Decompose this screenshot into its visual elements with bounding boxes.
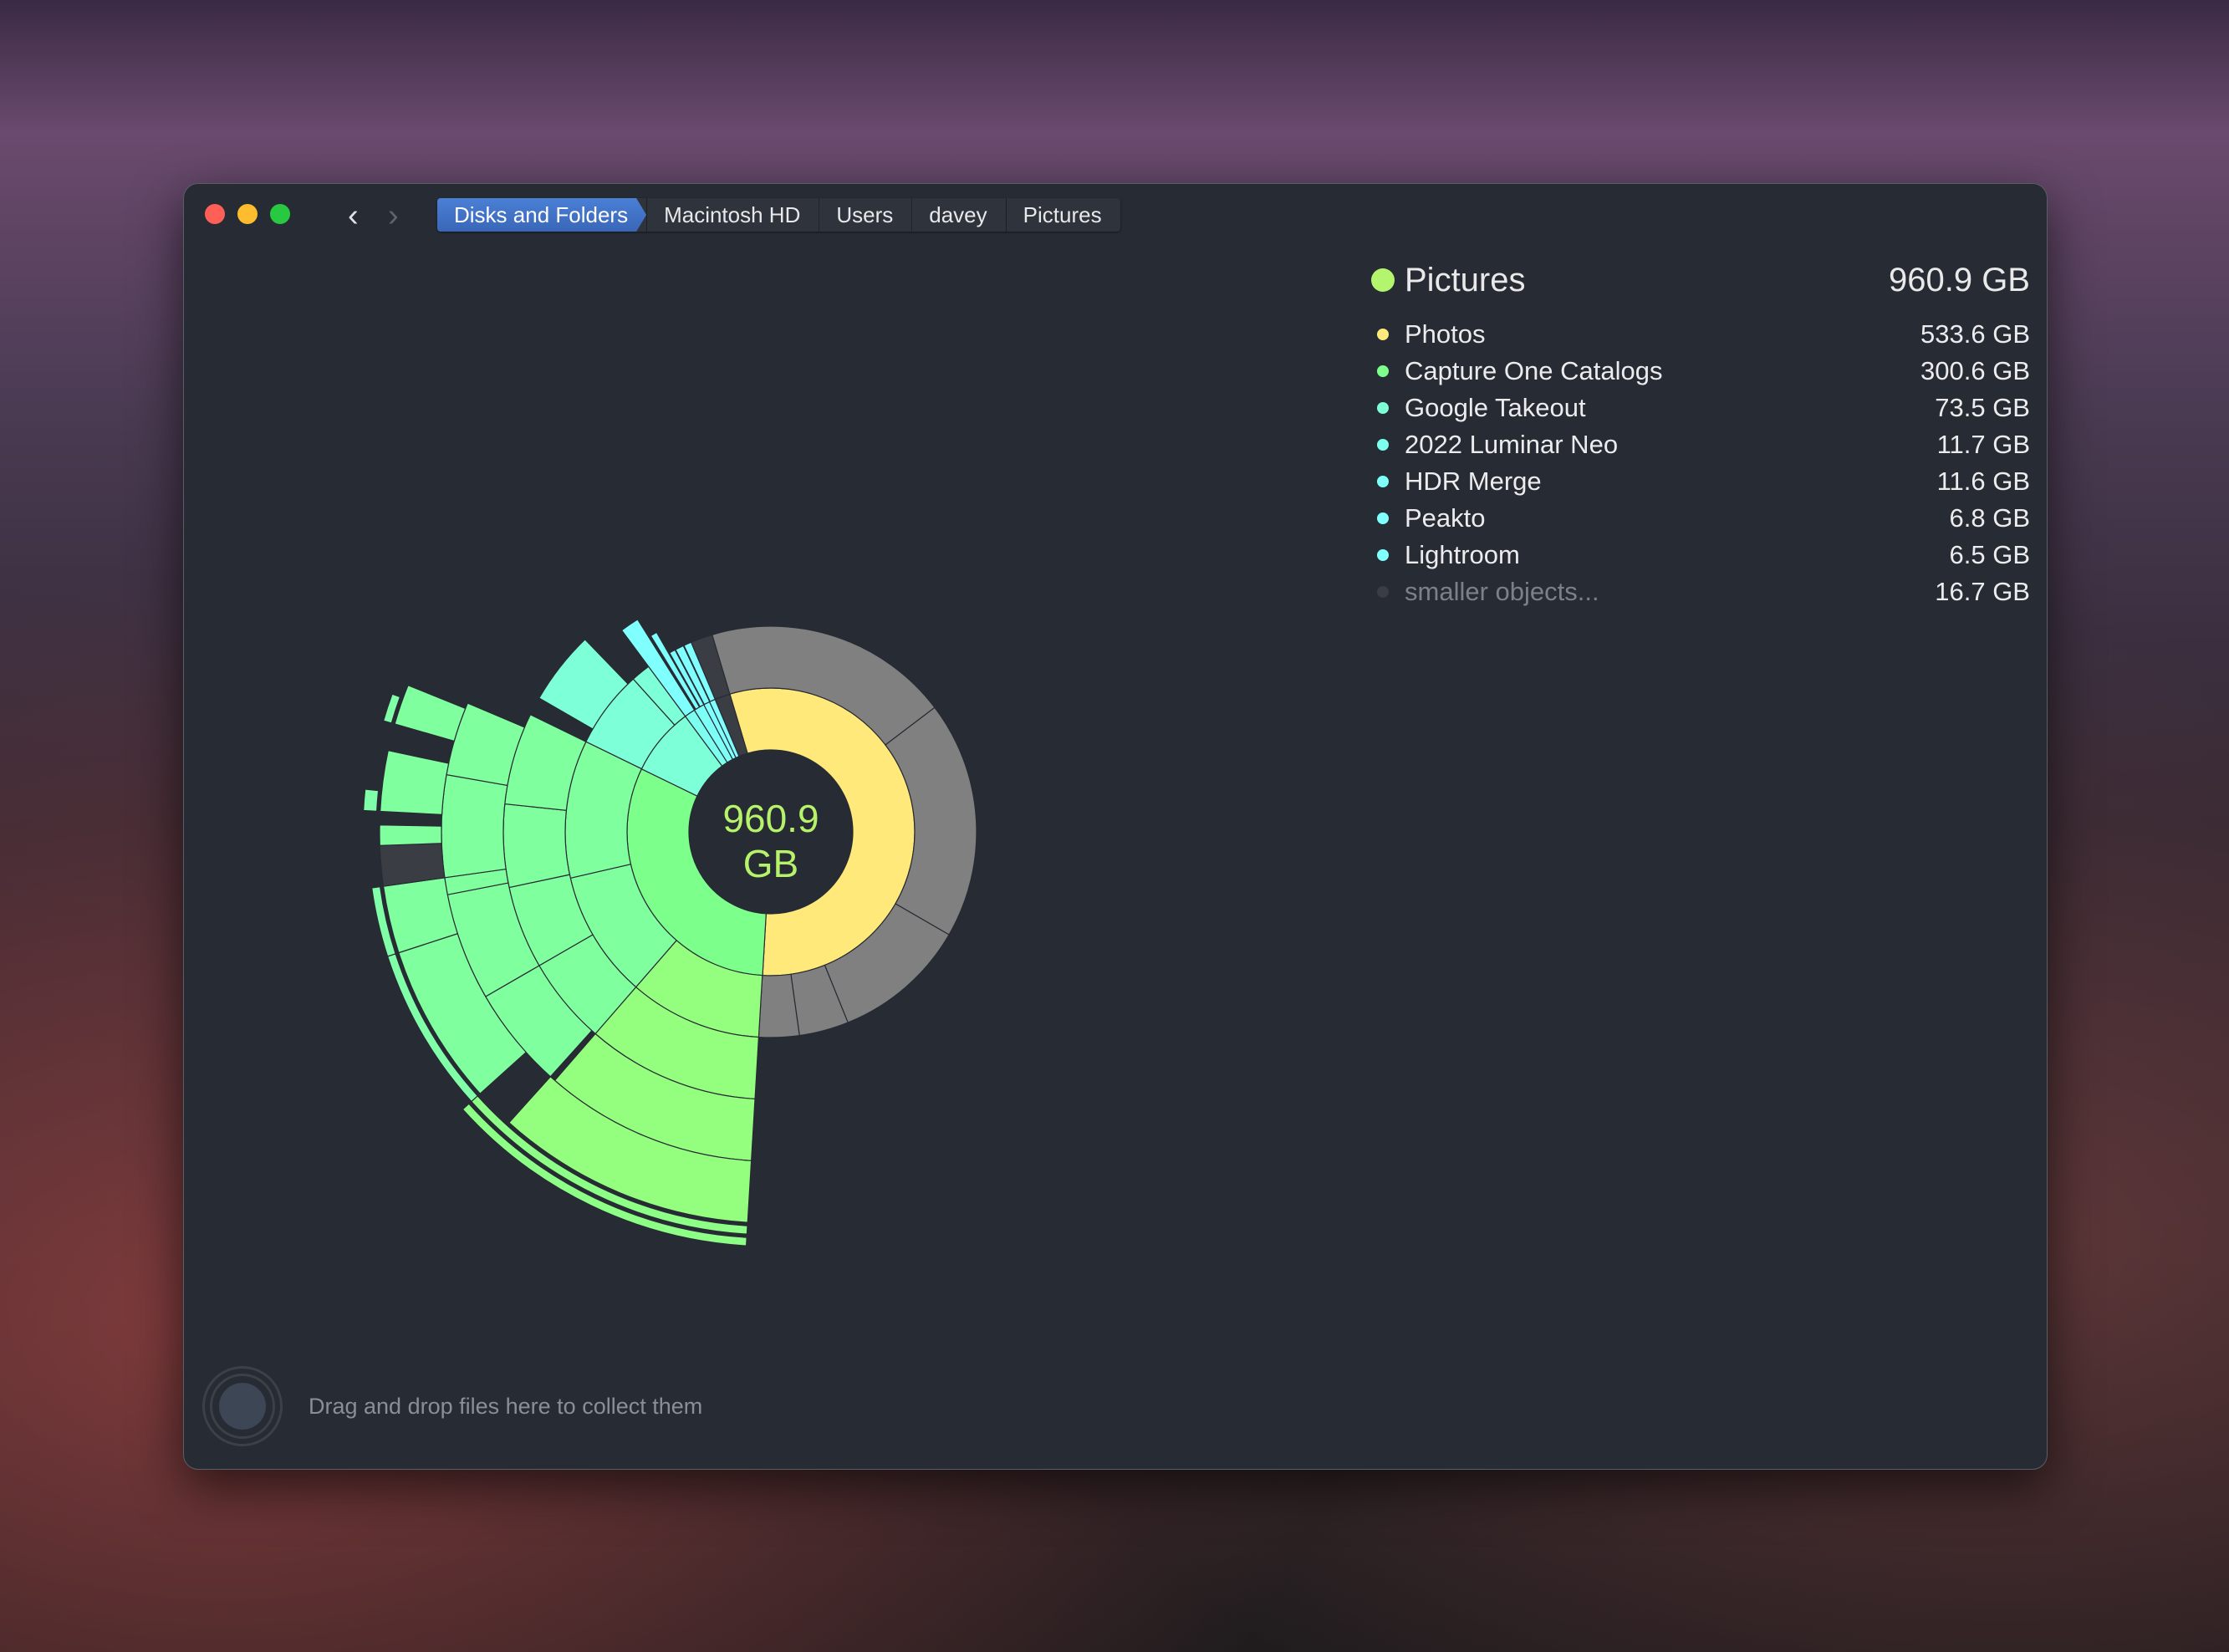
legend-item-size: 6.5 GB: [1949, 540, 2031, 569]
legend-item-name: HDR Merge: [1405, 467, 1542, 496]
legend-item-size: 73.5 GB: [1935, 393, 2030, 422]
sunburst-subfolder-arc[interactable]: [462, 1103, 747, 1247]
traffic-lights: [205, 204, 290, 224]
breadcrumb-davey[interactable]: davey: [911, 198, 1005, 232]
drop-hint: Drag and drop files here to collect them: [309, 1393, 703, 1419]
legend-item-name: Lightroom: [1405, 540, 1520, 569]
sunburst-subfolder-arc[interactable]: [382, 693, 401, 724]
legend-item[interactable]: 2022 Luminar Neo 11.7 GB: [1371, 426, 2030, 463]
legend-panel: Pictures 960.9 GB Photos 533.6 GB Capture …: [1371, 251, 2030, 610]
legend-item-name: 2022 Luminar Neo: [1405, 430, 1619, 459]
legend-item-size: 11.7 GB: [1936, 430, 2030, 459]
breadcrumb-macintosh-hd[interactable]: Macintosh HD: [646, 198, 819, 232]
minimize-button[interactable]: [237, 204, 258, 224]
legend-item-size: 300.6 GB: [1920, 356, 2030, 385]
legend-item[interactable]: Google Takeout 73.5 GB: [1371, 390, 2030, 426]
legend-item-size: 533.6 GB: [1920, 319, 2030, 349]
sunburst-subfolder-arc[interactable]: [690, 634, 731, 701]
sunburst-subfolder-arc[interactable]: [502, 803, 571, 889]
legend-item[interactable]: Capture One Catalogs 300.6 GB: [1371, 353, 2030, 390]
color-dot-icon: [1377, 365, 1389, 377]
sunburst-subfolder-arc[interactable]: [446, 702, 526, 787]
sunburst-subfolder-arc[interactable]: [669, 649, 705, 708]
legend-item-name: Google Takeout: [1405, 393, 1586, 422]
sunburst-subfolder-arc[interactable]: [371, 886, 396, 957]
legend-item[interactable]: smaller objects... 16.7 GB: [1371, 574, 2030, 610]
zoom-button[interactable]: [270, 204, 290, 224]
legend-item[interactable]: Peakto 6.8 GB: [1371, 500, 2030, 537]
legend-item[interactable]: HDR Merge 11.6 GB: [1371, 463, 2030, 500]
app-window: ‹ › Disks and Folders Macintosh HD Users…: [183, 183, 2048, 1470]
sunburst-subfolder-arc[interactable]: [620, 619, 696, 717]
sunburst-subfolder-arc[interactable]: [650, 631, 701, 711]
forward-button[interactable]: ›: [388, 198, 399, 233]
color-dot-icon: [1377, 476, 1389, 487]
legend-item-name: smaller objects...: [1405, 577, 1599, 606]
breadcrumb: Disks and Folders Macintosh HD Users dav…: [437, 198, 1120, 232]
legend-item-name: Peakto: [1405, 503, 1486, 533]
color-dot-icon: [1377, 329, 1389, 340]
sunburst-subfolder-arc[interactable]: [379, 824, 442, 846]
root-color-dot: [1371, 268, 1395, 292]
legend-item-name: Photos: [1405, 319, 1486, 349]
sunburst-subfolder-arc[interactable]: [380, 749, 450, 816]
collector-icon: [202, 1366, 283, 1446]
drop-zone[interactable]: Drag and drop files here to collect them: [202, 1366, 702, 1446]
legend-item-name: Capture One Catalogs: [1405, 356, 1663, 385]
color-dot-icon: [1377, 402, 1389, 414]
legend-root[interactable]: Pictures 960.9 GB: [1371, 251, 2030, 309]
center-size-unit: GB: [743, 842, 798, 885]
root-name: Pictures: [1405, 261, 1526, 298]
legend-item-size: 6.8 GB: [1949, 503, 2031, 533]
legend-item-size: 11.6 GB: [1936, 467, 2030, 496]
root-size: 960.9 GB: [1888, 261, 2030, 298]
sunburst-subfolder-arc[interactable]: [394, 684, 467, 742]
breadcrumb-disks-and-folders[interactable]: Disks and Folders: [437, 198, 646, 232]
breadcrumb-users[interactable]: Users: [819, 198, 911, 232]
center-size-value: 960.9: [722, 797, 819, 840]
sunburst-chart[interactable]: 960.9 GB: [184, 184, 2047, 1469]
sunburst-subfolder-arc[interactable]: [441, 773, 508, 879]
color-dot-icon: [1377, 512, 1389, 524]
breadcrumb-pictures[interactable]: Pictures: [1006, 198, 1120, 232]
legend-item-size: 16.7 GB: [1935, 577, 2030, 606]
sunburst-subfolder-arc[interactable]: [363, 788, 380, 812]
color-dot-icon: [1377, 549, 1389, 561]
sunburst-subfolder-arc[interactable]: [508, 1075, 752, 1223]
color-dot-icon: [1377, 586, 1389, 598]
sunburst-subfolder-arc[interactable]: [538, 638, 629, 730]
color-dot-icon: [1377, 439, 1389, 451]
back-button[interactable]: ‹: [348, 198, 359, 233]
legend-item[interactable]: Lightroom 6.5 GB: [1371, 537, 2030, 574]
close-button[interactable]: [205, 204, 225, 224]
sunburst-subfolder-arc[interactable]: [675, 645, 711, 706]
legend-item[interactable]: Photos 533.6 GB: [1371, 316, 2030, 353]
